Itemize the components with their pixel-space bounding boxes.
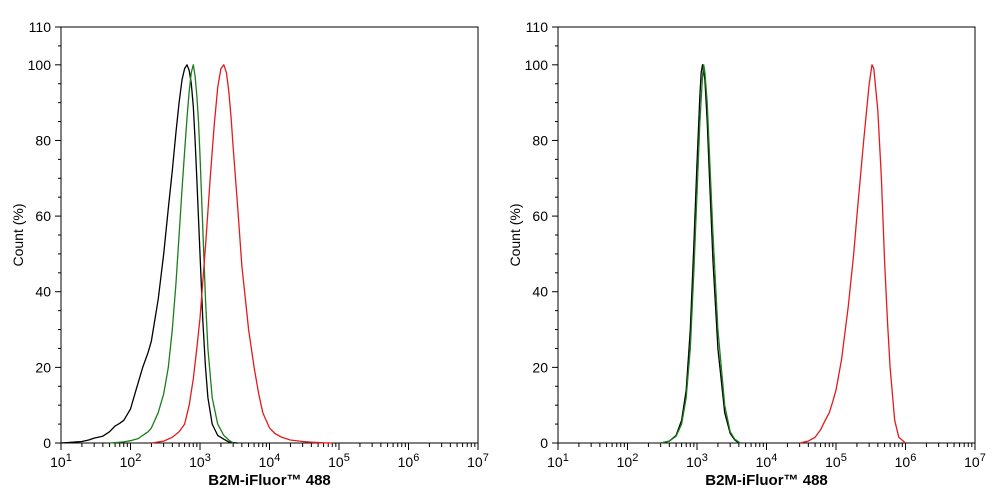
- x-tick-label: 104: [259, 452, 281, 470]
- x-tick-label: 103: [686, 452, 708, 470]
- series-line-1: [60, 64, 238, 444]
- y-tick-label: 0: [540, 435, 548, 451]
- x-tick-label: 105: [825, 452, 847, 470]
- x-tick-label: 102: [617, 452, 639, 470]
- x-tick-label: 107: [467, 452, 489, 470]
- y-tick-label: 20: [532, 359, 548, 375]
- series-line-3: [799, 64, 906, 444]
- y-tick-label: 110: [526, 19, 549, 35]
- y-tick-label: 60: [532, 208, 548, 224]
- x-tick-label: 103: [189, 452, 211, 470]
- y-tick-label: 80: [532, 132, 548, 148]
- series-line-2: [660, 64, 741, 444]
- chart-panel-2: 0 20 40 60 80 100 110 101 102 103 104 105 106 107 B2M-…: [507, 19, 986, 489]
- x-axis-label: B2M-iFluor™ 488: [705, 472, 828, 489]
- y-tick-label: 100: [28, 57, 52, 73]
- x-tick-label: 106: [895, 452, 917, 470]
- y-tick-label: 110: [29, 19, 52, 35]
- plot-frame: [557, 26, 976, 444]
- y-tick-label: 0: [43, 435, 51, 451]
- x-tick-label: 101: [50, 452, 72, 470]
- x-axis-label: B2M-iFluor™ 488: [208, 472, 331, 489]
- series-line-3: [151, 64, 333, 444]
- y-tick-label: 20: [35, 359, 51, 375]
- y-tick-label: 100: [525, 57, 549, 73]
- series-line-1: [660, 64, 740, 444]
- x-tick-label: 102: [120, 452, 142, 470]
- x-tick-label: 105: [328, 452, 350, 470]
- plot-frame: [60, 26, 479, 444]
- x-tick-label: 101: [547, 452, 569, 470]
- chart-panel-1: 0 20 40 60 80 100 110 101 102 103 104 105 106 107 B2M-…: [10, 19, 489, 489]
- x-tick-label: 104: [756, 452, 778, 470]
- x-tick-label: 107: [964, 452, 986, 470]
- y-axis-label: Count (%): [507, 203, 523, 266]
- y-tick-label: 40: [35, 284, 51, 300]
- y-tick-label: 60: [35, 208, 51, 224]
- y-tick-label: 40: [532, 284, 548, 300]
- series-line-2: [109, 64, 234, 444]
- y-tick-label: 80: [35, 132, 51, 148]
- x-tick-label: 106: [398, 452, 420, 470]
- y-axis-label: Count (%): [10, 203, 26, 266]
